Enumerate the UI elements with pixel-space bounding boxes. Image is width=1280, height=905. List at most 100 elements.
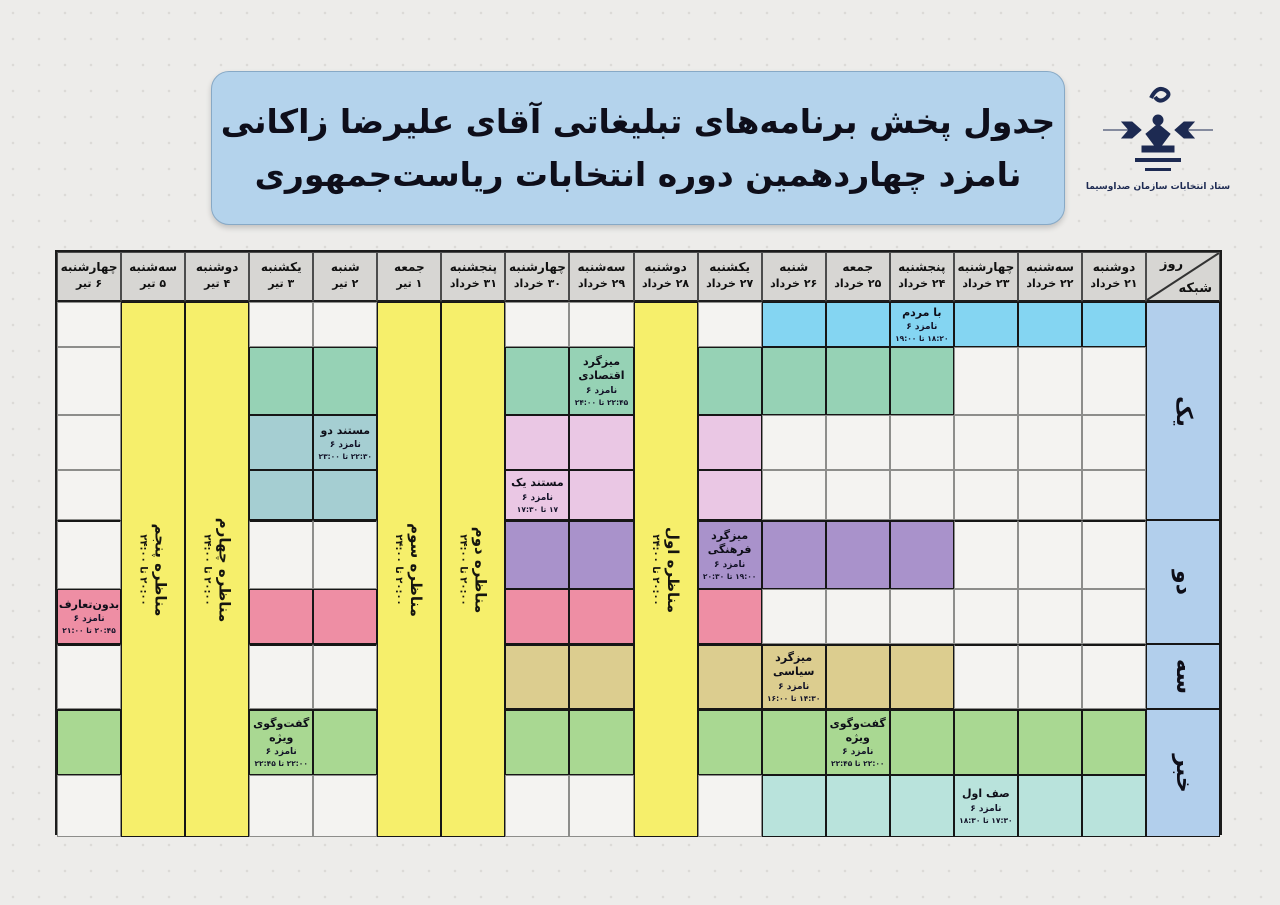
program-cell-saf-aval: صف اول نامزد ۶ ۱۷:۳۰ تا ۱۸:۳۰ bbox=[953, 775, 1018, 837]
day-header-6: یکشنبه ۲۷ خرداد bbox=[697, 252, 762, 302]
day-header-12: شنبه ۲ تیر bbox=[313, 252, 378, 302]
program-time: ۲۲:۴۵ تا ۲۴:۰۰ bbox=[574, 397, 629, 407]
channel-name: یک bbox=[1170, 395, 1196, 427]
program-time: ۱۴:۳۰ تا ۱۶:۰۰ bbox=[766, 693, 821, 703]
cell-r4-c3 bbox=[889, 470, 954, 520]
cell-r4-c8 bbox=[569, 470, 634, 520]
cell-r7-c0 bbox=[1081, 644, 1146, 709]
day-name: پنجشنبه bbox=[898, 260, 946, 275]
corner-diagonal bbox=[1147, 253, 1219, 300]
cell-r7-c16 bbox=[57, 644, 122, 709]
cell-r1-c6 bbox=[697, 302, 762, 347]
cell-r5-c1 bbox=[1017, 520, 1082, 589]
cell-r5-c3 bbox=[889, 520, 954, 589]
debate-column-monazere-2: مناظره دوم ۲۰:۰۰ تا ۲۴:۰۰ bbox=[441, 302, 506, 837]
cell-r9-c12 bbox=[313, 775, 378, 837]
program-candidate: نامزد ۶ bbox=[842, 747, 874, 758]
program-time: ۱۸:۲۰ تا ۱۹:۰۰ bbox=[895, 334, 949, 344]
day-date: ۲۱ خرداد bbox=[1090, 277, 1138, 291]
cell-r6-c9 bbox=[505, 589, 570, 644]
program-title: مستند یک bbox=[511, 476, 564, 490]
program-cell-mizgerd-siasi: میزگرد سیاسی نامزد ۶ ۱۴:۳۰ تا ۱۶:۰۰ bbox=[761, 644, 826, 709]
cell-r5-c2 bbox=[953, 520, 1018, 589]
cell-r9-c13 bbox=[249, 775, 314, 837]
cell-r3-c16 bbox=[57, 415, 122, 470]
program-time: ۱۷:۳۰ تا ۱۸:۳۰ bbox=[959, 815, 1013, 825]
cell-r9-c5 bbox=[761, 775, 826, 837]
debate-title: مناظره سوم bbox=[407, 522, 426, 617]
program-cell-mizgerd-eghtesadi: میزگرد اقتصادی نامزد ۶ ۲۲:۴۵ تا ۲۴:۰۰ bbox=[569, 347, 634, 415]
day-header-8: سه‌شنبه ۲۹ خرداد bbox=[569, 252, 634, 302]
cell-r7-c12 bbox=[313, 644, 378, 709]
cell-r2-c13 bbox=[249, 347, 314, 415]
day-date: ۲۲ خرداد bbox=[1026, 277, 1074, 291]
day-header-4: جمعه ۲۵ خرداد bbox=[825, 252, 890, 302]
day-date: ۳۰ خرداد bbox=[513, 277, 562, 291]
cell-r5-c16 bbox=[57, 520, 122, 589]
program-candidate: نامزد ۶ bbox=[778, 681, 810, 692]
debate-time: ۲۰:۰۰ تا ۲۴:۰۰ bbox=[457, 533, 469, 606]
cell-r1-c1 bbox=[1017, 302, 1082, 347]
channel-name: خبر bbox=[1170, 753, 1196, 793]
cell-r3-c9 bbox=[505, 415, 570, 470]
program-candidate: نامزد ۶ bbox=[585, 385, 618, 396]
cell-r1-c5 bbox=[761, 302, 826, 347]
cell-r6-c13 bbox=[249, 589, 314, 644]
cell-r3-c0 bbox=[1081, 415, 1146, 470]
cell-r6-c5 bbox=[761, 589, 826, 644]
cell-r2-c6 bbox=[697, 347, 762, 415]
debate-rotated-text: مناظره سوم ۲۰:۰۰ تا ۲۴:۰۰ bbox=[393, 523, 425, 617]
channel-label-khabar: خبر bbox=[1146, 709, 1220, 837]
debate-rotated-text: مناظره پنجم ۲۰:۰۰ تا ۲۴:۰۰ bbox=[137, 523, 169, 616]
day-header-14: دوشنبه ۴ تیر bbox=[185, 252, 250, 302]
debate-title: مناظره چهارم bbox=[215, 517, 234, 622]
cell-r4-c4 bbox=[825, 470, 890, 520]
day-name: شنبه bbox=[330, 260, 360, 275]
day-name: سه‌شنبه bbox=[1025, 260, 1074, 275]
channel-label-do: دو bbox=[1146, 520, 1220, 644]
cell-r6-c3 bbox=[889, 589, 954, 644]
cell-r5-c4 bbox=[825, 520, 890, 589]
day-name: یکشنبه bbox=[260, 260, 302, 275]
cell-r1-c16 bbox=[57, 302, 122, 347]
program-candidate: نامزد ۶ bbox=[73, 614, 105, 625]
cell-r6-c0 bbox=[1081, 589, 1146, 644]
cell-r5-c9 bbox=[505, 520, 570, 589]
program-candidate: نامزد ۶ bbox=[714, 559, 746, 570]
schedule-table: روز شبکه دو شنبه ۲۱ خرداد سه‌شنبه ۲۲ خرداد چهار… bbox=[55, 250, 1222, 837]
cell-r4-c0 bbox=[1081, 470, 1146, 520]
day-header-2: چهارشنبه ۲۳ خرداد bbox=[953, 252, 1018, 302]
cell-r5-c8 bbox=[569, 520, 634, 589]
cell-r8-c5 bbox=[761, 709, 826, 775]
program-candidate: نامزد ۶ bbox=[970, 803, 1002, 814]
cell-r6-c8 bbox=[569, 589, 634, 644]
channel-label-se: سه bbox=[1146, 644, 1220, 709]
cell-r9-c16 bbox=[57, 775, 122, 837]
cell-r8-c9 bbox=[505, 709, 570, 775]
cell-r5-c13 bbox=[249, 520, 314, 589]
program-title: گفت‌وگوی ویژه bbox=[829, 716, 886, 744]
program-time: ۲۰:۴۵ تا ۲۱:۰۰ bbox=[62, 626, 116, 636]
debate-column-monazere-1: مناظره اول ۲۰:۰۰ تا ۲۴:۰۰ bbox=[633, 302, 698, 837]
day-date: ۳۱ خرداد bbox=[449, 277, 497, 291]
cell-r2-c1 bbox=[1017, 347, 1082, 415]
program-title: میزگرد فرهنگی bbox=[707, 529, 752, 556]
day-name: یکشنبه bbox=[709, 260, 751, 275]
day-header-16: چهارشنبه ۶ تیر bbox=[57, 252, 122, 302]
cell-r3-c5 bbox=[761, 415, 826, 470]
cell-r9-c4 bbox=[825, 775, 890, 837]
corner-day-channel: روز شبکه bbox=[1146, 252, 1220, 302]
program-time: ۲۲:۰۰ تا ۲۲:۴۵ bbox=[831, 759, 885, 769]
cell-r9-c1 bbox=[1017, 775, 1082, 837]
day-header-10: پنجشنبه ۳۱ خرداد bbox=[441, 252, 506, 302]
day-header-1: سه‌شنبه ۲۲ خرداد bbox=[1017, 252, 1082, 302]
debate-time: ۲۰:۰۰ تا ۲۴:۰۰ bbox=[393, 533, 405, 606]
day-date: ۲۶ خرداد bbox=[770, 277, 818, 291]
cell-r3-c1 bbox=[1017, 415, 1082, 470]
debate-title: مناظره دوم bbox=[471, 526, 490, 613]
debate-column-monazere-4: مناظره چهارم ۲۰:۰۰ تا ۲۴:۰۰ bbox=[185, 302, 250, 837]
cell-r1-c2 bbox=[953, 302, 1018, 347]
cell-r1-c8 bbox=[569, 302, 634, 347]
day-header-7: دوشنبه ۲۸ خرداد bbox=[633, 252, 698, 302]
program-cell-goftogu-vizhe-2: گفت‌وگوی ویژه نامزد ۶ ۲۲:۰۰ تا ۲۲:۴۵ bbox=[249, 709, 314, 775]
